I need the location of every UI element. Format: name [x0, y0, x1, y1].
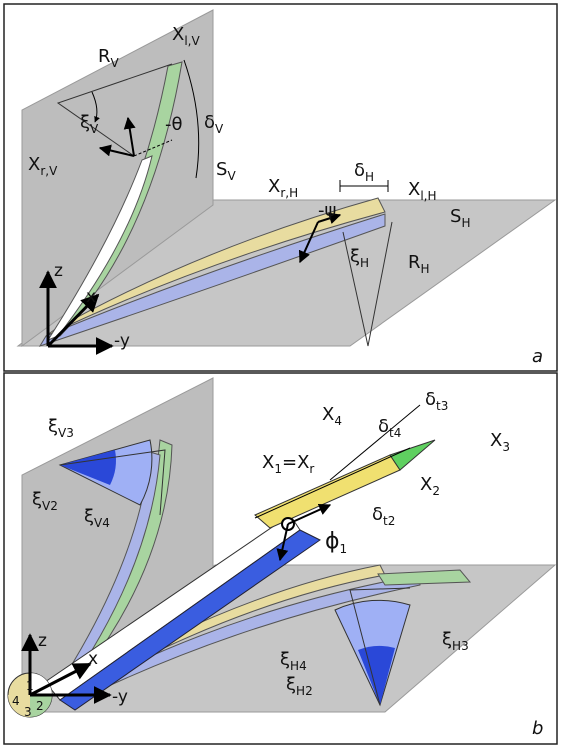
axis-label: z [38, 631, 47, 651]
quadrant-label: 3 [24, 705, 32, 719]
axis-label: x [86, 287, 96, 307]
panel-tag: b [532, 718, 543, 739]
axis-label: x [88, 649, 98, 669]
figure: RV Xl,V ξV -θ δV Xr,V SV Xr,H δH Xl,H SH… [0, 0, 561, 748]
label: X1=Xr [262, 452, 314, 476]
axis-label: -y [112, 687, 128, 707]
axis-label: -y [114, 331, 130, 351]
quadrant-label: 2 [36, 699, 44, 713]
label: -θ [165, 114, 183, 135]
panel-b: δt3 X4 δt4 X3 X1=Xr X2 δt2 ϕ1 ξV3 ξV2 ξV… [4, 373, 557, 744]
panel-tag: a [532, 346, 543, 367]
quadrant-label: 4 [12, 694, 20, 708]
axis-label: z [54, 261, 63, 281]
panel-a: RV Xl,V ξV -θ δV Xr,V SV Xr,H δH Xl,H SH… [4, 4, 557, 371]
quadrant-label: 1 [26, 679, 34, 693]
label: -ψ [318, 200, 336, 221]
